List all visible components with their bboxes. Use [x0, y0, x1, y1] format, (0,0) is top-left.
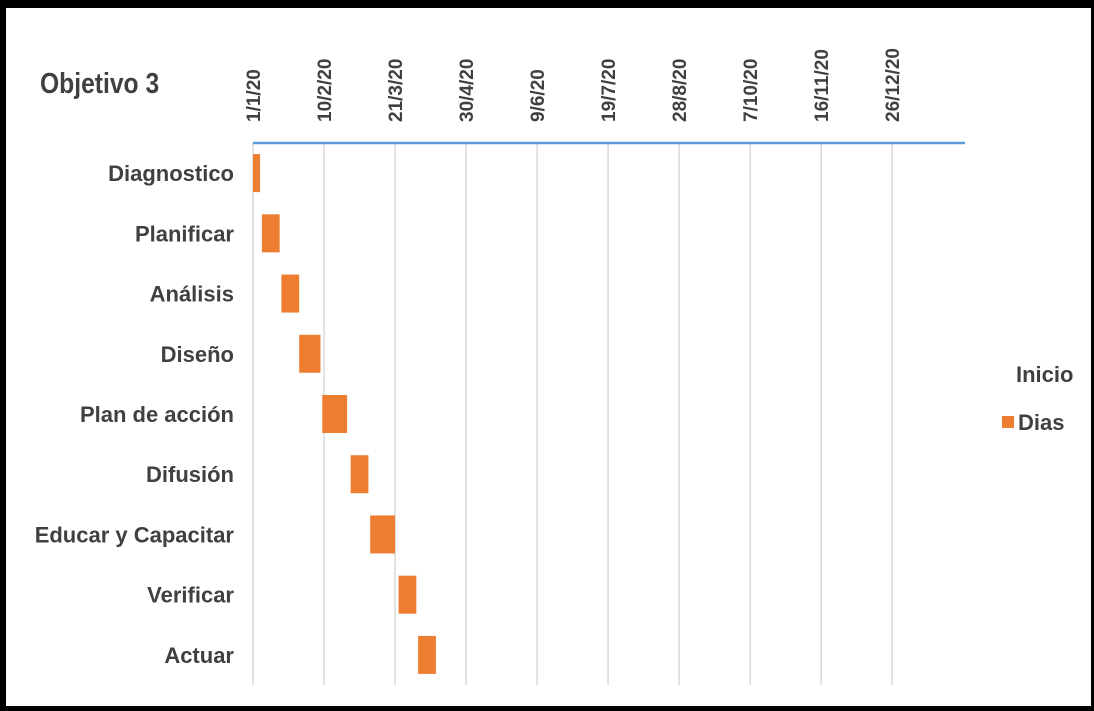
bar-dias — [398, 575, 417, 614]
bar-dias — [418, 635, 436, 674]
x-tick-label: 19/7/20 — [599, 59, 620, 122]
category-label: Plan de acción — [80, 402, 234, 427]
category-label: Actuar — [164, 643, 234, 668]
category-label: Difusión — [146, 462, 234, 487]
category-label: Educar y Capacitar — [35, 522, 235, 547]
category-label: Diagnostico — [108, 161, 234, 186]
bar-dias — [253, 154, 261, 193]
category-label: Análisis — [150, 282, 234, 307]
category-label: Verificar — [147, 583, 234, 608]
bar-dias — [350, 455, 369, 494]
x-tick-label: 26/12/20 — [883, 48, 904, 122]
x-tick-label: 9/6/20 — [528, 69, 549, 122]
category-label: Planificar — [135, 221, 234, 246]
x-tick-label: 28/8/20 — [670, 59, 691, 122]
bar-dias — [281, 274, 300, 313]
x-tick-label: 1/1/20 — [244, 69, 265, 122]
legend-label-dias: Dias — [1018, 410, 1064, 435]
legend-swatch-dias — [1002, 416, 1014, 428]
bar-dias — [299, 334, 321, 373]
category-label: Diseño — [161, 342, 234, 367]
bar-dias — [322, 395, 348, 433]
x-tick-label: 16/11/20 — [812, 49, 833, 122]
bar-dias — [261, 214, 280, 253]
legend-title: Inicio — [1016, 362, 1073, 387]
x-tick-label: 10/2/20 — [315, 59, 336, 122]
bar-dias — [370, 515, 396, 554]
x-tick-label: 21/3/20 — [386, 59, 407, 122]
x-tick-label: 30/4/20 — [457, 59, 478, 122]
chart-title: Objetivo 3 — [40, 68, 160, 100]
x-tick-label: 7/10/20 — [741, 59, 762, 122]
